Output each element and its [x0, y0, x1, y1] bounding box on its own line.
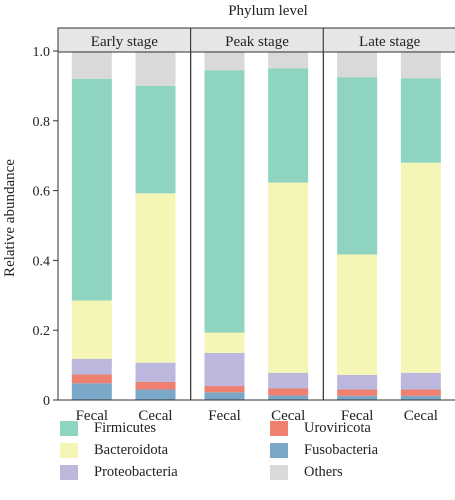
legend-label-fusobacteria: Fusobacteria	[304, 441, 379, 458]
bar-early-stage-fecal-uroviricota	[71, 374, 112, 384]
legend-swatch-bacteroidota	[60, 442, 78, 458]
bar-late-stage-cecal-fusobacteria	[400, 395, 441, 400]
bar-peak-stage-fecal-others	[204, 51, 245, 71]
panel-frame-3	[322, 51, 455, 401]
legend-label-firmicutes: Firmicutes	[94, 419, 157, 436]
y-tick-label-0: 0	[43, 394, 50, 409]
bar-peak-stage-cecal-others	[268, 51, 309, 69]
legend-swatch-others	[270, 464, 288, 480]
legend-item-proteobacteria: Proteobacteria	[60, 462, 178, 482]
bar-late-stage-fecal-others	[337, 51, 378, 78]
y-tick-label-1: 0.2	[33, 324, 51, 339]
bar-peak-stage-cecal-proteobacteria	[268, 372, 309, 389]
legend-label-uroviricota: Uroviricota	[304, 419, 371, 436]
y-tick-label-3: 0.6	[33, 185, 51, 200]
bar-peak-stage-cecal-uroviricota	[268, 388, 309, 396]
bar-peak-stage-fecal-proteobacteria	[204, 352, 245, 387]
panel-header-1	[57, 27, 192, 53]
x-tick-label-peak-stage-fecal: Fecal	[208, 408, 240, 424]
legend-swatch-proteobacteria	[60, 464, 78, 480]
bar-late-stage-fecal-firmicutes	[337, 77, 378, 255]
bar-peak-stage-fecal-uroviricota	[204, 386, 245, 393]
legend-swatch-fusobacteria	[270, 442, 288, 458]
panel-label-early-stage: Early stage	[91, 34, 158, 50]
y-axis-label: Relative abundance	[2, 159, 18, 277]
bar-late-stage-cecal-uroviricota	[400, 389, 441, 396]
x-tick-label-late-stage-cecal: Cecal	[404, 408, 438, 424]
panel-header-3	[322, 27, 455, 53]
bar-late-stage-cecal-proteobacteria	[400, 372, 441, 390]
bar-early-stage-cecal-fusobacteria	[135, 389, 176, 400]
panel-label-late-stage: Late stage	[359, 34, 421, 50]
x-tick-label-peak-stage-cecal: Cecal	[271, 408, 305, 424]
x-tick-label-early-stage-fecal: Fecal	[76, 408, 108, 424]
bar-peak-stage-cecal-bacteroidota	[268, 182, 309, 373]
bar-late-stage-cecal-firmicutes	[400, 78, 441, 163]
legend-swatch-firmicutes	[60, 420, 78, 436]
y-tick-label-4: 0.8	[33, 115, 51, 130]
bar-early-stage-cecal-firmicutes	[135, 85, 176, 194]
legend-swatch-uroviricota	[270, 420, 288, 436]
bar-early-stage-cecal-bacteroidota	[135, 193, 176, 363]
legend-label-bacteroidota: Bacteroidota	[94, 441, 169, 458]
y-tick-label-2: 0.4	[33, 254, 51, 269]
bar-early-stage-fecal-firmicutes	[71, 78, 112, 301]
x-tick-label-early-stage-cecal: Cecal	[138, 408, 172, 424]
legend-item-others: Others	[270, 462, 343, 482]
legend-item-fusobacteria: Fusobacteria	[270, 440, 378, 460]
bar-late-stage-fecal-fusobacteria	[337, 395, 378, 400]
legend-label-proteobacteria: Proteobacteria	[94, 463, 178, 480]
x-tick-label-late-stage-fecal: Fecal	[341, 408, 373, 424]
bar-peak-stage-fecal-fusobacteria	[204, 392, 245, 400]
bar-late-stage-cecal-others	[400, 51, 441, 79]
chart-legend: Firmicutes Bacteroidota Proteobacteria U…	[60, 416, 450, 500]
bar-peak-stage-fecal-bacteroidota	[204, 332, 245, 353]
bar-early-stage-fecal-fusobacteria	[71, 383, 112, 400]
legend-item-uroviricota: Uroviricota	[270, 418, 371, 438]
bar-early-stage-fecal-bacteroidota	[71, 300, 112, 359]
bar-peak-stage-cecal-firmicutes	[268, 68, 309, 183]
panel-label-peak-stage: Peak stage	[225, 34, 289, 50]
y-tick-label-5: 1.0	[33, 45, 51, 60]
bar-late-stage-fecal-uroviricota	[337, 389, 378, 396]
bar-late-stage-fecal-bacteroidota	[337, 254, 378, 375]
bar-peak-stage-cecal-fusobacteria	[268, 395, 309, 400]
bar-early-stage-fecal-others	[71, 51, 112, 79]
bar-early-stage-cecal-proteobacteria	[135, 362, 176, 382]
legend-label-others: Others	[304, 463, 343, 480]
bar-late-stage-fecal-proteobacteria	[337, 374, 378, 390]
bar-early-stage-cecal-others	[135, 51, 176, 86]
legend-item-firmicutes: Firmicutes	[60, 418, 156, 438]
bar-peak-stage-fecal-firmicutes	[204, 70, 245, 333]
legend-item-bacteroidota: Bacteroidota	[60, 440, 168, 460]
bar-early-stage-fecal-proteobacteria	[71, 358, 112, 375]
bar-early-stage-cecal-uroviricota	[135, 381, 176, 390]
bar-late-stage-cecal-bacteroidota	[400, 162, 441, 373]
chart-title: Phylum level	[228, 3, 308, 19]
